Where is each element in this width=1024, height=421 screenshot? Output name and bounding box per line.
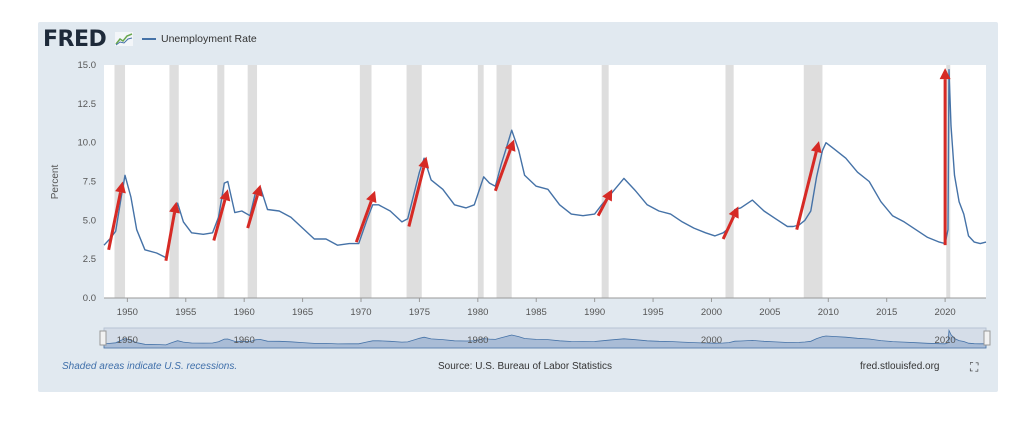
x-tick-label: 1980 (467, 307, 488, 318)
annotation-arrow (795, 141, 822, 231)
x-tick-label: 2005 (759, 307, 780, 318)
annotation-arrow (596, 189, 613, 217)
arrow-head (505, 139, 516, 152)
y-tick-label: 7.5 (83, 177, 96, 188)
arrow-shaft (721, 215, 736, 240)
arrow-shaft (493, 149, 512, 192)
y-tick-label: 15.0 (78, 60, 97, 71)
y-axis-label: Percent (50, 165, 61, 200)
annotation-arrows (107, 68, 951, 261)
arrow-head (939, 68, 951, 80)
x-tick-label: 1965 (292, 307, 313, 318)
navigator-handle-right[interactable] (983, 330, 991, 346)
series-line (103, 69, 987, 259)
annotation-arrow (721, 206, 739, 240)
arrow-head (252, 184, 263, 197)
arrow-head (810, 141, 822, 154)
navigator-label: 1980 (467, 335, 488, 346)
recession-band (217, 65, 225, 298)
recession-band (601, 65, 609, 298)
site-link[interactable]: fred.stlouisfed.org (860, 361, 940, 372)
annotation-arrow (246, 184, 263, 229)
x-tick-label: 1995 (642, 307, 663, 318)
navigator-label: 1950 (117, 335, 138, 346)
arrow-head (169, 201, 180, 214)
recession-band (725, 65, 734, 298)
annotation-arrow (407, 156, 430, 227)
arrow-shaft (354, 200, 373, 243)
recession-band (359, 65, 372, 298)
arrow-head (418, 156, 430, 169)
arrow-shaft (212, 199, 227, 241)
chart-icon (115, 32, 133, 46)
annotation-arrow (107, 181, 126, 251)
arrow-shaft (596, 198, 609, 217)
arrow-shaft (246, 194, 259, 229)
fred-logo[interactable]: FRED (43, 27, 107, 52)
chart-card: FRED Unemployment Rate 0.0 2.5 5.0 7.5 10.0 1… (38, 22, 998, 392)
y-tick-label: 10.0 (78, 138, 97, 149)
navigator[interactable]: 1950 1960 1980 2000 2020 (99, 327, 991, 349)
recession-note: Shaded areas indicate U.S. recessions. (62, 361, 238, 372)
arrow-shaft (407, 166, 426, 227)
source-note: Source: U.S. Bureau of Labor Statistics (438, 361, 612, 372)
unemployment-rate-line (103, 69, 987, 259)
navigator-label: 1960 (234, 335, 255, 346)
arrow-shaft (107, 191, 122, 251)
recession-band (803, 65, 823, 298)
chart: 0.0 2.5 5.0 7.5 10.0 12.5 15.0 1950 1955 1960 1965… (50, 60, 991, 349)
navigator-label: 2000 (701, 335, 722, 346)
x-tick-label: 1955 (175, 307, 196, 318)
arrow-head (602, 189, 613, 202)
plot-area (104, 65, 986, 298)
recession-band (169, 65, 179, 298)
recession-band (477, 65, 484, 298)
y-tick-label: 12.5 (78, 99, 97, 110)
x-tick-label: 2020 (935, 307, 956, 318)
x-tick-label: 2015 (876, 307, 897, 318)
navigator-series (103, 328, 987, 349)
annotation-arrow (493, 139, 516, 192)
arrow-shaft (164, 212, 176, 261)
x-tick-label: 2000 (701, 307, 722, 318)
recession-band (406, 65, 422, 298)
navigator-label: 2020 (935, 335, 956, 346)
y-tick-label: 0.0 (83, 293, 96, 304)
legend-label: Unemployment Rate (161, 33, 257, 45)
x-tick-label: 1960 (234, 307, 255, 318)
x-tick-label: 2010 (818, 307, 839, 318)
annotation-arrow (164, 201, 180, 261)
recession-band (114, 65, 126, 298)
x-tick-label: 1950 (117, 307, 138, 318)
recession-band (496, 65, 512, 298)
arrow-head (219, 189, 231, 202)
x-tick-label: 1990 (584, 307, 605, 318)
arrow-head (728, 206, 739, 219)
legend[interactable]: Unemployment Rate (142, 33, 257, 45)
axes: 0.0 2.5 5.0 7.5 10.0 12.5 15.0 1950 1955 1960 1965… (78, 60, 986, 318)
arrow-head (366, 190, 377, 204)
plot-background (104, 65, 986, 298)
y-tick-label: 5.0 (83, 215, 96, 226)
annotation-arrow (212, 189, 231, 241)
arrow-head (115, 181, 126, 194)
x-tick-label: 1970 (350, 307, 371, 318)
x-tick-label: 1975 (409, 307, 430, 318)
recession-band (247, 65, 258, 298)
y-tick-label: 2.5 (83, 254, 96, 265)
annotation-arrow (939, 68, 951, 246)
x-tick-label: 1985 (526, 307, 547, 318)
arrow-shaft (795, 151, 818, 231)
fullscreen-icon[interactable]: ⛶ (970, 360, 979, 374)
navigator-handle-left[interactable] (99, 330, 107, 346)
legend-swatch (142, 38, 156, 40)
annotation-arrow (354, 190, 377, 243)
